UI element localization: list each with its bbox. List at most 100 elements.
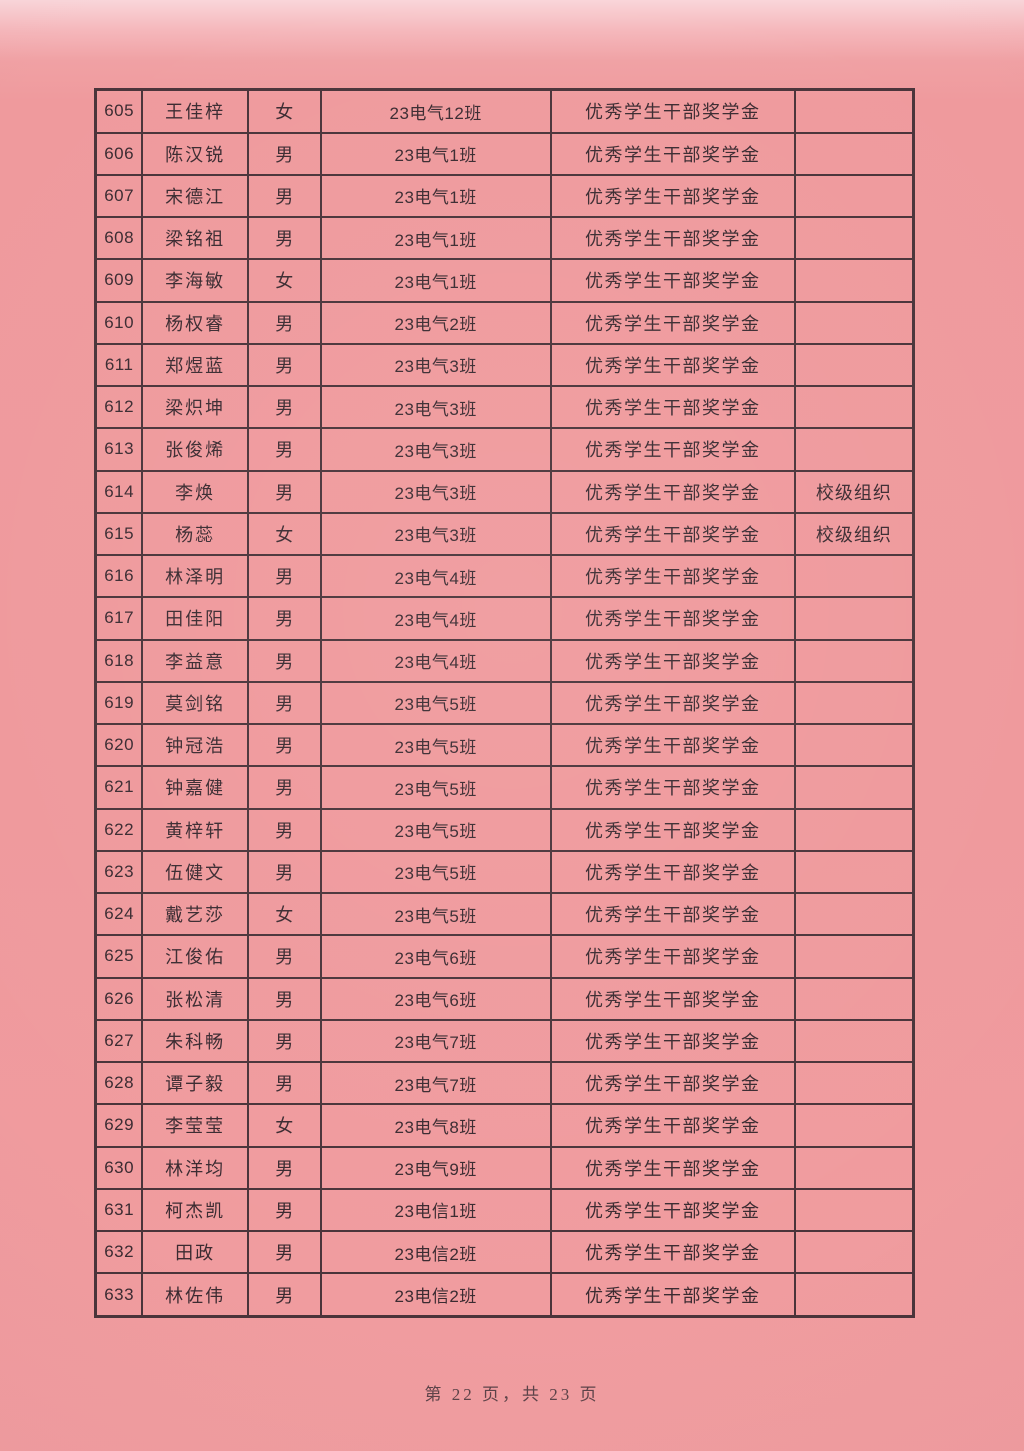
table-row: 606 陈汉锐男 23电气1班 优秀学生干部奖学金 xyxy=(94,131,915,176)
cell-gender: 男 xyxy=(246,215,322,261)
cell-note xyxy=(793,1272,915,1318)
cell-serial-number: 619 xyxy=(94,680,144,726)
cell-serial-number: 632 xyxy=(94,1229,144,1275)
cell-award: 优秀学生干部奖学金 xyxy=(549,722,796,768)
table-row: 617 田佳阳男 23电气4班 优秀学生干部奖学金 xyxy=(94,596,915,641)
page-footer: 第 22 页，共 23 页 xyxy=(424,1385,600,1404)
cell-serial-number: 618 xyxy=(94,638,144,683)
cell-award: 优秀学生干部奖学金 xyxy=(549,1060,796,1106)
scholarship-table: 605 王佳梓女 23电气12班 优秀学生干部奖学金 606 陈汉锐男 23电气1班 优秀学生… xyxy=(94,88,915,1318)
cell-name: 李益意 xyxy=(141,638,249,683)
cell-name: 杨权睿 xyxy=(141,300,249,345)
cell-note xyxy=(793,427,915,472)
cell-award: 优秀学生干部奖学金 xyxy=(549,976,796,1021)
cell-class: 23电气3班 xyxy=(319,342,552,388)
cell-award: 优秀学生干部奖学金 xyxy=(549,680,796,726)
cell-gender: 男 xyxy=(246,976,322,1021)
table-row: 622 黄梓轩男 23电气5班 优秀学生干部奖学金 xyxy=(94,807,915,852)
cell-award: 优秀学生干部奖学金 xyxy=(549,469,796,514)
cell-gender: 男 xyxy=(246,384,322,430)
cell-serial-number: 626 xyxy=(94,976,144,1021)
cell-name: 柯杰凯 xyxy=(141,1187,249,1233)
cell-award: 优秀学生干部奖学金 xyxy=(549,384,796,430)
cell-gender: 男 xyxy=(246,469,322,514)
cell-gender: 女 xyxy=(246,891,322,937)
cell-gender: 男 xyxy=(246,680,322,726)
cell-gender: 男 xyxy=(246,807,322,852)
cell-award: 优秀学生干部奖学金 xyxy=(549,765,796,810)
cell-award: 优秀学生干部奖学金 xyxy=(549,88,796,134)
cell-note: 校级组织 xyxy=(793,469,915,514)
cell-gender: 男 xyxy=(246,300,322,345)
cell-serial-number: 607 xyxy=(94,173,144,219)
cell-note xyxy=(793,596,915,641)
cell-name: 林泽明 xyxy=(141,553,249,599)
table-row: 623 伍健文男 23电气5班 优秀学生干部奖学金 xyxy=(94,849,915,895)
table-row: 605 王佳梓女 23电气12班 优秀学生干部奖学金 xyxy=(94,88,915,134)
cell-award: 优秀学生干部奖学金 xyxy=(549,131,796,176)
cell-serial-number: 631 xyxy=(94,1187,144,1233)
cell-note xyxy=(793,722,915,768)
cell-serial-number: 613 xyxy=(94,427,144,472)
cell-serial-number: 622 xyxy=(94,807,144,852)
cell-note xyxy=(793,258,915,303)
table-row: 627 朱科畅男 23电气7班 优秀学生干部奖学金 xyxy=(94,1018,915,1064)
table-row: 608 梁铭祖男 23电气1班 优秀学生干部奖学金 xyxy=(94,215,915,261)
cell-gender: 男 xyxy=(246,1272,322,1318)
cell-class: 23电气5班 xyxy=(319,849,552,895)
scholarship-table-body: 605 王佳梓女 23电气12班 优秀学生干部奖学金 606 陈汉锐男 23电气1班 优秀学生… xyxy=(94,88,915,1318)
cell-name: 张俊烯 xyxy=(141,427,249,472)
cell-note xyxy=(793,1187,915,1233)
cell-note xyxy=(793,1103,915,1148)
cell-serial-number: 624 xyxy=(94,891,144,937)
cell-serial-number: 620 xyxy=(94,722,144,768)
table-row: 633 林佐伟男 23电信2班 优秀学生干部奖学金 xyxy=(94,1272,915,1318)
cell-name: 陈汉锐 xyxy=(141,131,249,176)
cell-class: 23电气5班 xyxy=(319,807,552,852)
cell-serial-number: 608 xyxy=(94,215,144,261)
cell-name: 谭子毅 xyxy=(141,1060,249,1106)
cell-serial-number: 610 xyxy=(94,300,144,345)
table-row: 632 田政男 23电信2班 优秀学生干部奖学金 xyxy=(94,1229,915,1275)
cell-award: 优秀学生干部奖学金 xyxy=(549,934,796,979)
cell-gender: 女 xyxy=(246,511,322,557)
cell-note xyxy=(793,131,915,176)
table-row: 618 李益意男 23电气4班 优秀学生干部奖学金 xyxy=(94,638,915,683)
cell-note xyxy=(793,638,915,683)
cell-serial-number: 630 xyxy=(94,1145,144,1190)
cell-gender: 男 xyxy=(246,1229,322,1275)
cell-serial-number: 627 xyxy=(94,1018,144,1064)
cell-class: 23电气6班 xyxy=(319,934,552,979)
table-row: 631 柯杰凯男 23电信1班 优秀学生干部奖学金 xyxy=(94,1187,915,1233)
table-row: 614 李焕男 23电气3班 优秀学生干部奖学金 校级组织 xyxy=(94,469,915,514)
cell-name: 梁铭祖 xyxy=(141,215,249,261)
cell-note xyxy=(793,680,915,726)
table-row: 625 江俊佑男 23电气6班 优秀学生干部奖学金 xyxy=(94,934,915,979)
cell-gender: 男 xyxy=(246,596,322,641)
cell-class: 23电信2班 xyxy=(319,1229,552,1275)
cell-gender: 男 xyxy=(246,722,322,768)
cell-note xyxy=(793,1018,915,1064)
cell-award: 优秀学生干部奖学金 xyxy=(549,553,796,599)
table-row: 629 李莹莹女 23电气8班 优秀学生干部奖学金 xyxy=(94,1103,915,1148)
cell-note xyxy=(793,765,915,810)
cell-serial-number: 609 xyxy=(94,258,144,303)
cell-note: 校级组织 xyxy=(793,511,915,557)
cell-class: 23电信1班 xyxy=(319,1187,552,1233)
table-row: 610 杨权睿男 23电气2班 优秀学生干部奖学金 xyxy=(94,300,915,345)
cell-name: 梁炽坤 xyxy=(141,384,249,430)
cell-class: 23电气5班 xyxy=(319,891,552,937)
cell-gender: 男 xyxy=(246,1145,322,1190)
cell-award: 优秀学生干部奖学金 xyxy=(549,511,796,557)
cell-award: 优秀学生干部奖学金 xyxy=(549,1187,796,1233)
cell-name: 戴艺莎 xyxy=(141,891,249,937)
cell-class: 23电气1班 xyxy=(319,131,552,176)
cell-class: 23电气5班 xyxy=(319,722,552,768)
cell-name: 钟冠浩 xyxy=(141,722,249,768)
cell-serial-number: 611 xyxy=(94,342,144,388)
table-row: 609 李海敏女 23电气1班 优秀学生干部奖学金 xyxy=(94,258,915,303)
cell-note xyxy=(793,88,915,134)
cell-serial-number: 616 xyxy=(94,553,144,599)
cell-gender: 男 xyxy=(246,173,322,219)
